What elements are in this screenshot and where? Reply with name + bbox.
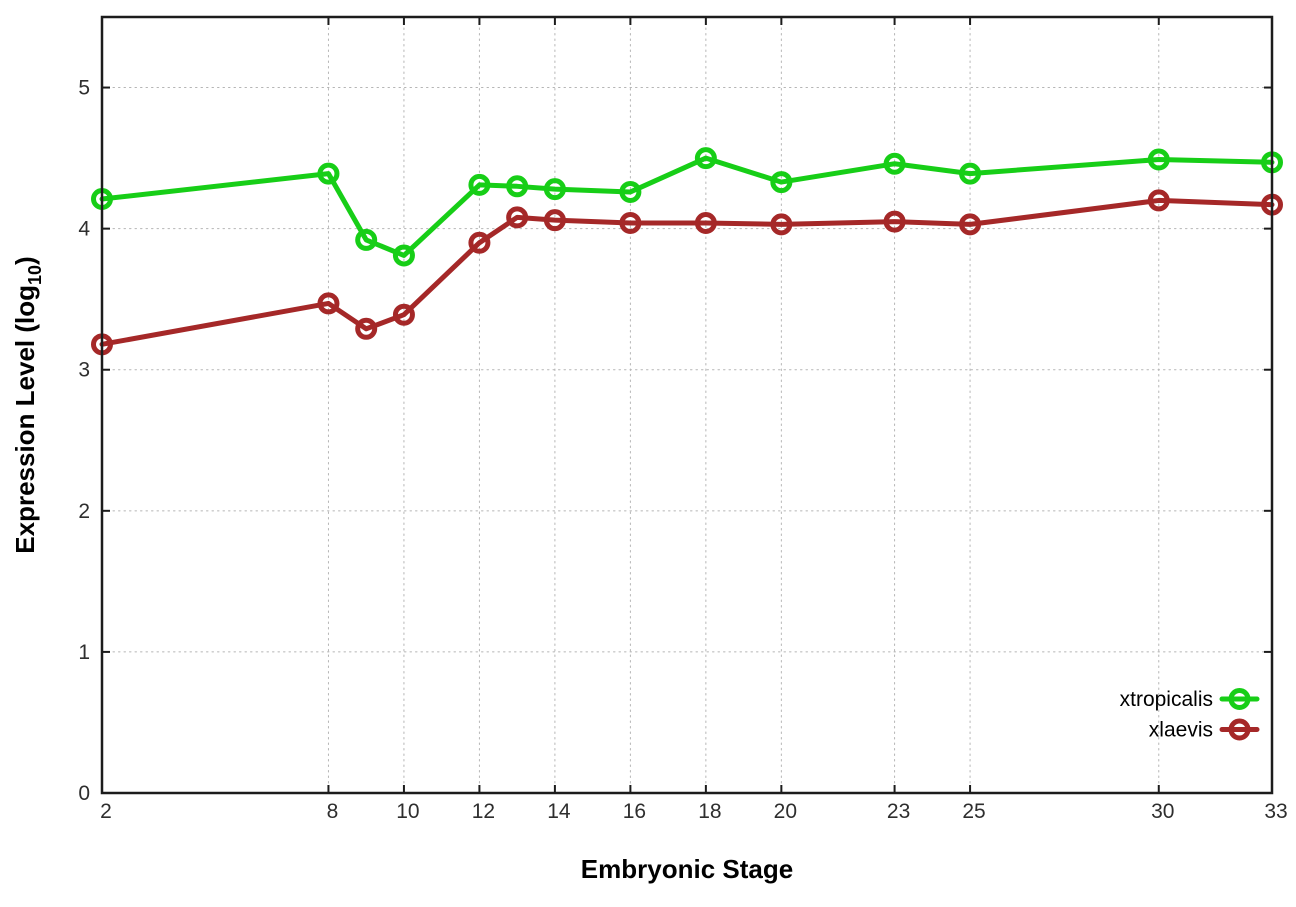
data-point-xlaevis-stage-12	[468, 231, 491, 254]
data-point-xtropicalis-stage-25	[959, 162, 982, 185]
data-point-xlaevis-stage-13	[506, 206, 529, 229]
x-tick-label-10: 10	[396, 800, 419, 823]
data-point-xtropicalis-stage-8	[317, 162, 340, 185]
data-point-xlaevis-stage-23	[883, 210, 906, 233]
legend-marker-xtropicalis	[1228, 688, 1251, 710]
data-point-xlaevis-stage-9	[355, 317, 378, 340]
x-tick-label-2: 2	[100, 800, 112, 823]
y-axis-title-close: )	[10, 256, 40, 265]
y-tick-label-5: 5	[78, 77, 90, 100]
y-axis-title-subscript: 10	[25, 265, 45, 285]
x-tick-label-23: 23	[887, 800, 910, 823]
data-point-xtropicalis-stage-20	[770, 171, 793, 194]
data-point-xtropicalis-stage-14	[543, 178, 566, 201]
x-tick-label-25: 25	[962, 800, 985, 823]
data-point-xtropicalis-stage-9	[355, 228, 378, 251]
legend-label-xlaevis: xlaevis	[1149, 719, 1213, 742]
data-point-xlaevis-stage-18	[694, 211, 717, 234]
grid-layer	[101, 16, 1273, 794]
data-point-xtropicalis-stage-23	[883, 152, 906, 175]
plot-border	[100, 15, 1274, 795]
data-point-xlaevis-stage-10	[392, 303, 415, 326]
x-tick-label-18: 18	[698, 800, 721, 823]
x-tick-label-8: 8	[327, 800, 339, 823]
y-tick-label-3: 3	[78, 359, 90, 382]
y-tick-label-1: 1	[78, 641, 90, 664]
data-point-xlaevis-stage-30	[1147, 189, 1170, 212]
series-line-xlaevis	[99, 197, 1275, 347]
data-point-xtropicalis-stage-12	[468, 173, 491, 196]
y-tick-label-0: 0	[78, 782, 90, 805]
data-point-xtropicalis-stage-18	[694, 147, 717, 170]
series-layer	[91, 147, 1283, 356]
x-tick-label-16: 16	[623, 800, 646, 823]
legend-label-xtropicalis: xtropicalis	[1120, 688, 1213, 711]
y-axis-title-main: Expression Level (log	[10, 285, 40, 554]
x-tick-label-30: 30	[1151, 800, 1174, 823]
x-tick-label-20: 20	[774, 800, 797, 823]
y-axis-title: Expression Level (log10)	[10, 256, 45, 553]
legend: xtropicalis xlaevis	[1120, 688, 1260, 742]
data-point-xlaevis-stage-14	[543, 209, 566, 232]
x-tick-label-14: 14	[547, 800, 571, 823]
x-tick-label-33: 33	[1264, 800, 1287, 823]
x-axis-title: Embryonic Stage	[581, 854, 793, 884]
x-tick-label-12: 12	[472, 800, 495, 823]
data-point-xlaevis-stage-20	[770, 213, 793, 236]
data-point-xtropicalis-stage-30	[1147, 148, 1170, 171]
data-point-xtropicalis-stage-16	[619, 180, 642, 203]
data-point-xlaevis-stage-25	[959, 213, 982, 236]
y-tick-label-4: 4	[78, 218, 90, 241]
plot-frame	[100, 15, 1274, 795]
data-point-xtropicalis-stage-10	[392, 244, 415, 267]
legend-marker-xlaevis	[1228, 718, 1251, 741]
y-tick-label-2: 2	[78, 500, 90, 523]
data-point-xlaevis-stage-8	[317, 292, 340, 315]
data-point-xtropicalis-stage-13	[506, 175, 529, 198]
data-point-xlaevis-stage-16	[619, 211, 642, 234]
